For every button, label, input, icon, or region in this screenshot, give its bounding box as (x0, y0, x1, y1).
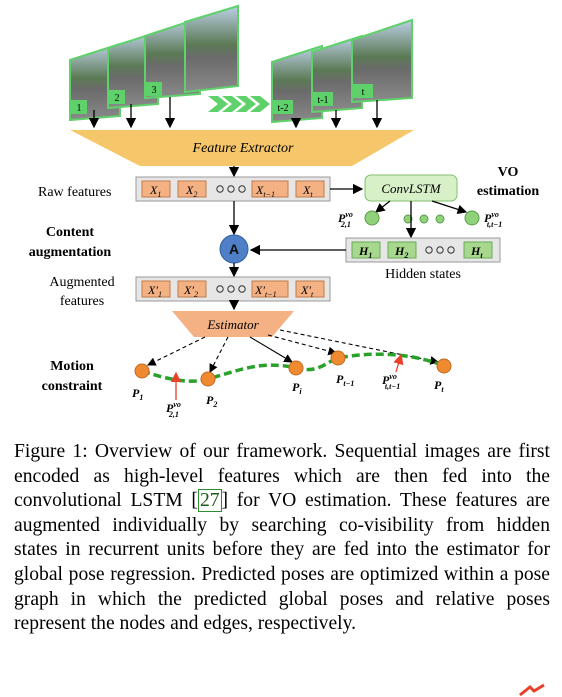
feature-cell: X (302, 183, 311, 197)
estimator-label: Estimator (206, 317, 259, 332)
vo-node-label-right: Pvo t,t−1 (484, 210, 502, 229)
estimator (172, 311, 294, 337)
pose-nodes (134, 350, 452, 387)
sequence-chevrons (208, 96, 270, 112)
svg-text:X′1: X′1 (147, 283, 162, 299)
vo-arrows (375, 200, 468, 214)
augmented-label-1: Augmented (49, 275, 114, 290)
hidden-cell: H (394, 244, 405, 258)
feature-cell: X (149, 183, 158, 197)
frame-arrows (88, 97, 383, 129)
pose-label: Pt−1 (336, 372, 354, 388)
motion-subtitle: constraint (42, 379, 103, 394)
frame-image: t-2 (271, 44, 323, 124)
motion-title: Motion (50, 359, 94, 374)
frame-label: 3 (152, 85, 157, 96)
pose-node (134, 363, 150, 379)
svg-text:Ht: Ht (470, 244, 483, 260)
pose-labels: P1 P2 Pi Pt−1 Pt (132, 372, 444, 409)
augmented-cell: X′ (254, 283, 265, 297)
hidden-cells: H1 H2 Ht (351, 241, 493, 260)
svg-text:X2: X2 (185, 183, 197, 199)
svg-text:H1: H1 (358, 244, 372, 260)
corner-logo-icon (519, 683, 545, 697)
frame-label: t-2 (277, 103, 288, 114)
hidden-cell: H (470, 244, 481, 258)
figure-caption: Figure 1: Overview of our framework. Seq… (14, 440, 550, 637)
svg-text:Xt: Xt (302, 183, 313, 199)
edge-label-right: Pvo t,t−1 (382, 372, 400, 391)
svg-text:X′2: X′2 (183, 283, 198, 299)
feature-cell: X (185, 183, 194, 197)
content-aug-title: Content (46, 225, 95, 240)
pose-node (436, 358, 452, 374)
frame-label: 1 (77, 103, 82, 114)
pose-node (200, 371, 216, 387)
convlstm-label: ConvLSTM (381, 181, 441, 196)
frame-label: t (362, 87, 365, 98)
frame-image: t-1 (311, 34, 363, 114)
augmented-cells: X′1 X′2 X′t−1 X′t (141, 280, 325, 299)
feature-cell: X (255, 183, 264, 197)
raw-feature-cells: X1 X2 Xt−1 Xt (141, 180, 325, 199)
augment-label: A (229, 241, 239, 257)
frame-label: 2 (115, 93, 120, 104)
pose-label: P2 (206, 393, 217, 409)
svg-text:X′t−1: X′t−1 (254, 283, 277, 299)
raw-features-label: Raw features (38, 185, 111, 200)
vo-node (464, 210, 480, 226)
framework-diagram: 1 2 3 t-2 t-1 (29, 4, 539, 419)
svg-text:X1: X1 (149, 183, 161, 199)
augmented-cell: X′ (300, 283, 311, 297)
input-frames-left: 1 2 3 (69, 4, 239, 122)
frame-image: t (351, 18, 413, 104)
augmented-label-2: features (60, 294, 104, 309)
pose-node (330, 350, 346, 366)
pose-label: Pt (434, 378, 444, 394)
estimator-arrows (147, 329, 440, 373)
hidden-cell: H (358, 244, 369, 258)
feature-extractor (70, 130, 414, 166)
pose-node (288, 360, 304, 376)
content-aug-subtitle: augmentation (29, 245, 112, 260)
pose-label: P1 (132, 386, 143, 402)
pose-label: Pi (292, 380, 302, 396)
citation-link[interactable]: 27 (197, 489, 222, 513)
svg-text:H2: H2 (394, 244, 408, 260)
vo-node-label-left: Pvo 2,1 (338, 210, 353, 229)
svg-text:X′t: X′t (300, 283, 314, 299)
augmented-cell: X′ (147, 283, 158, 297)
augmented-cell: X′ (183, 283, 194, 297)
vo-node (364, 210, 380, 226)
vo-subtitle: estimation (477, 184, 539, 199)
caption-text-2: ] for VO estimation. These features are … (14, 490, 550, 635)
input-frames-right: t-2 t-1 t (271, 18, 413, 124)
edge-label-left: Pvo 2,1 (166, 400, 181, 419)
frame-label: t-1 (317, 95, 328, 106)
svg-text:Xt−1: Xt−1 (255, 183, 275, 199)
hidden-states-label: Hidden states (385, 267, 461, 282)
vo-title: VO (498, 165, 519, 180)
caption-text-1: Figure 1: Overview of our framework. Seq… (14, 441, 550, 512)
feature-extractor-label: Feature Extractor (192, 141, 295, 156)
